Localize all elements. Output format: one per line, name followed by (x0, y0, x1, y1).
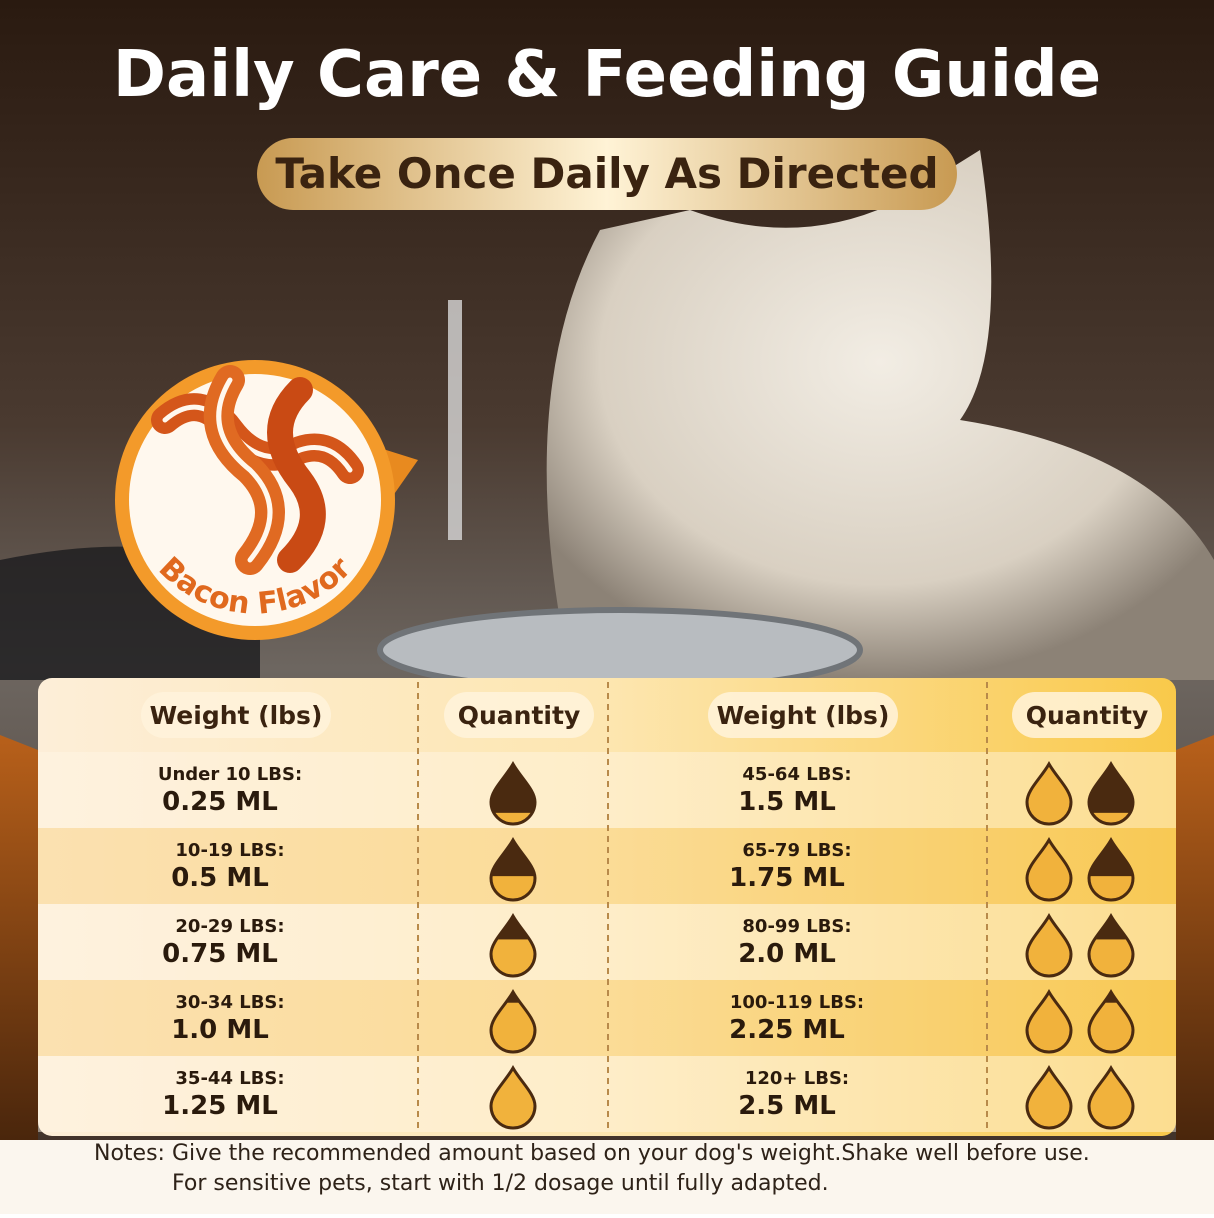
header-label: Quantity (1026, 701, 1149, 730)
note-line: Notes: Give the recommended amount based… (94, 1141, 1090, 1166)
note-line: For sensitive pets, start with 1/2 dosag… (172, 1171, 829, 1196)
header-label: Weight (lbs) (717, 701, 890, 730)
drop-fill (491, 992, 535, 1052)
weight-label: 30-34 LBS: (175, 992, 284, 1013)
drop-fill (1027, 1068, 1071, 1128)
drop-fill (1089, 992, 1133, 1052)
dose-label: 2.5 ML (738, 1091, 836, 1121)
dropper (448, 300, 462, 540)
title: Daily Care & Feeding Guide (113, 38, 1101, 112)
drop-icon (1025, 988, 1073, 1054)
weight-label: 35-44 LBS: (175, 1068, 284, 1089)
drop-fill (491, 916, 535, 976)
weight-label: Under 10 LBS: (158, 764, 302, 785)
drop-outline (1025, 988, 1073, 1054)
weight-label: 45-64 LBS: (742, 764, 851, 785)
drop-outline (489, 912, 537, 978)
weight-label: 120+ LBS: (745, 1068, 849, 1089)
weight-label: 65-79 LBS: (742, 840, 851, 861)
drop-outline (1087, 912, 1135, 978)
drop-icon (1025, 1064, 1073, 1130)
drop-outline (489, 1064, 537, 1130)
drop-icon (1025, 836, 1073, 902)
drop-fill (1027, 992, 1071, 1052)
weight-label: 80-99 LBS: (742, 916, 851, 937)
dose-label: 2.25 ML (729, 1015, 845, 1045)
drop-icon (489, 988, 537, 1054)
drop-outline (1025, 912, 1073, 978)
flavor-badge: Bacon Flavor (115, 360, 418, 640)
dose-label: 1.0 ML (171, 1015, 269, 1045)
header-pill (141, 692, 331, 738)
drop-icon (1025, 760, 1073, 826)
header-pill (1012, 692, 1162, 738)
dose-label: 1.5 ML (738, 787, 836, 817)
drop-dark (1089, 992, 1133, 1003)
header-pill (708, 692, 898, 738)
drop-outline (1025, 1064, 1073, 1130)
notes-background (0, 1140, 1214, 1214)
drop-icon (489, 1064, 537, 1130)
dose-label: 0.5 ML (171, 863, 269, 893)
drop-fill (1027, 840, 1071, 900)
header-pill (444, 692, 594, 738)
drop-outline (1087, 1064, 1135, 1130)
weight-label: 10-19 LBS: (175, 840, 284, 861)
drop-fill (1027, 764, 1071, 824)
dog (546, 150, 1214, 680)
weight-label: 20-29 LBS: (175, 916, 284, 937)
drop-outline (1087, 988, 1135, 1054)
drop-outline (1087, 836, 1135, 902)
dose-label: 2.0 ML (738, 939, 836, 969)
drop-fill (1089, 916, 1133, 976)
drop-fill (491, 1068, 535, 1128)
drop-outline (1025, 836, 1073, 902)
subtitle-pill (257, 138, 957, 210)
drop-icon (489, 760, 537, 826)
drop-icon (1087, 1064, 1135, 1130)
drop-outline (1087, 760, 1135, 826)
header-label: Weight (lbs) (150, 701, 323, 730)
dose-label: 0.75 ML (162, 939, 278, 969)
drop-dark (491, 992, 535, 1003)
dose-label: 1.75 ML (729, 863, 845, 893)
drop-outline (1025, 760, 1073, 826)
drop-outline (489, 988, 537, 1054)
drop-fill (1027, 916, 1071, 976)
drop-icon (1025, 912, 1073, 978)
dose-label: 0.25 ML (162, 787, 278, 817)
drop-outline (489, 760, 537, 826)
drop-icon (1087, 988, 1135, 1054)
weight-label: 100-119 LBS: (730, 992, 864, 1013)
drop-outline (489, 836, 537, 902)
dose-label: 1.25 ML (162, 1091, 278, 1121)
drop-fill (1089, 1068, 1133, 1128)
header-label: Quantity (458, 701, 581, 730)
subtitle: Take Once Daily As Directed (275, 149, 938, 198)
